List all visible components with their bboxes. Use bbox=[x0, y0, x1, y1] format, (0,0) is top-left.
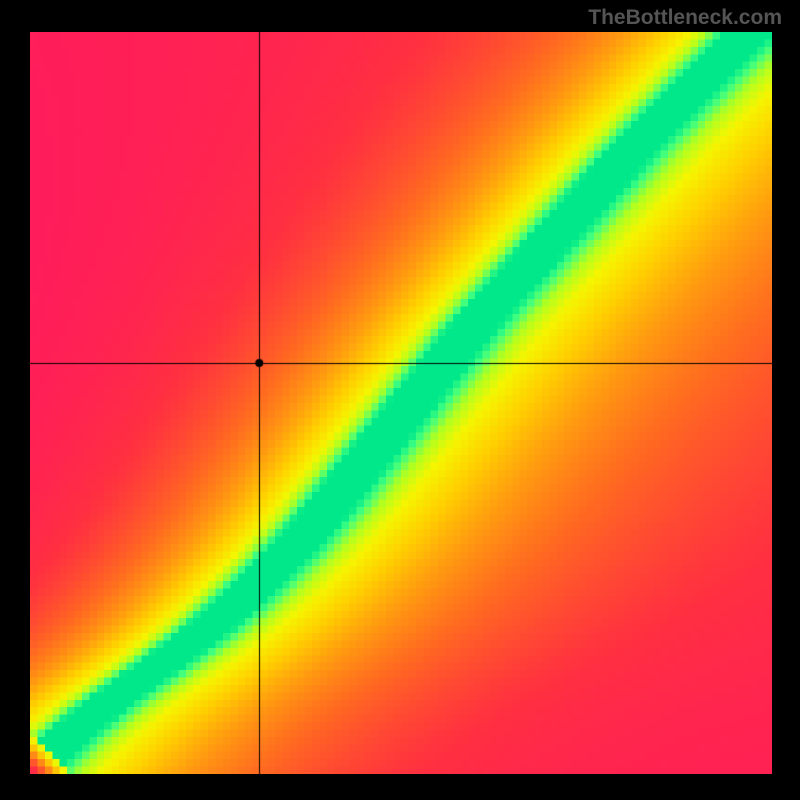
attribution-text: TheBottleneck.com bbox=[588, 6, 782, 30]
chart-container: TheBottleneck.com bbox=[0, 0, 800, 800]
crosshair-overlay bbox=[30, 32, 772, 774]
